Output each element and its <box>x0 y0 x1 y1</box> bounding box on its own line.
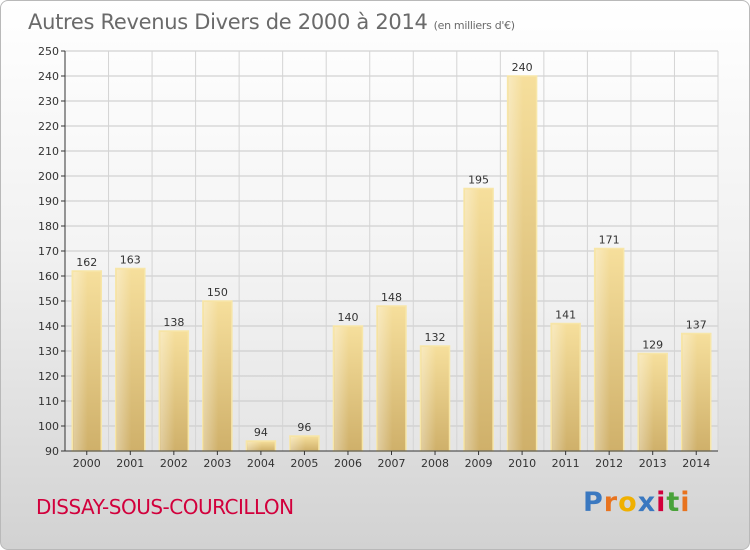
logo-letter: P <box>583 487 604 518</box>
y-tick-label: 180 <box>38 220 59 233</box>
data-label: 171 <box>599 234 620 247</box>
x-tick-label: 2009 <box>465 457 493 470</box>
y-tick-label: 220 <box>38 120 59 133</box>
x-tick-label: 2010 <box>508 457 536 470</box>
x-tick-label: 2000 <box>73 457 101 470</box>
bar-highlight <box>465 189 480 451</box>
x-tick-label: 2006 <box>334 457 362 470</box>
bar-highlight <box>160 332 175 451</box>
y-tick-label: 250 <box>38 45 59 58</box>
y-tick-label: 160 <box>38 270 59 283</box>
data-label: 140 <box>337 311 358 324</box>
bars <box>71 75 712 452</box>
y-tick-label: 200 <box>38 170 59 183</box>
x-tick-label: 2004 <box>247 457 275 470</box>
chart-title-text: Autres Revenus Divers de 2000 à 2014 <box>28 10 428 34</box>
bar-highlight <box>378 307 393 451</box>
bar-highlight <box>334 327 349 451</box>
x-tick-label: 2005 <box>290 457 318 470</box>
y-tick-label: 170 <box>38 245 59 258</box>
x-tick-label: 2002 <box>160 457 188 470</box>
logo-letter: o <box>618 487 638 518</box>
x-tick-label: 2007 <box>378 457 406 470</box>
x-tick-label: 2008 <box>421 457 449 470</box>
logo-letter: t <box>666 487 681 518</box>
data-label: 96 <box>297 421 311 434</box>
y-tick-label: 150 <box>38 295 59 308</box>
bar-highlight <box>203 302 219 451</box>
y-tick-label: 210 <box>38 145 59 158</box>
y-tick-label: 130 <box>38 345 59 358</box>
bar-highlight <box>116 269 132 451</box>
logo-letter: r <box>603 487 619 518</box>
x-tick-label: 2014 <box>682 457 710 470</box>
proxiti-logo: Proxiti <box>583 487 691 518</box>
x-tick-label: 2012 <box>595 457 623 470</box>
y-tick-label: 240 <box>38 70 59 83</box>
logo-letter: i <box>656 487 667 518</box>
bar-highlight <box>247 442 262 451</box>
x-tick-label: 2003 <box>203 457 231 470</box>
bar-highlight <box>552 324 567 451</box>
bar-highlight <box>682 334 698 451</box>
data-label: 132 <box>425 331 446 344</box>
x-tick-label: 2011 <box>552 457 580 470</box>
data-label: 137 <box>686 319 707 332</box>
y-tick-label: 100 <box>38 420 59 433</box>
data-label: 148 <box>381 291 402 304</box>
bar-highlight <box>595 249 611 451</box>
data-label: 195 <box>468 174 489 187</box>
y-tick-label: 230 <box>38 95 59 108</box>
y-tick-label: 110 <box>38 395 59 408</box>
bar-highlight <box>73 272 88 451</box>
axes <box>61 50 718 455</box>
bar-highlight <box>421 347 437 451</box>
tick-labels: 90 100 110 120 130 140 150 160 170 180 190 200 210 22… <box>38 45 710 470</box>
y-tick-label: 120 <box>38 370 59 383</box>
data-label: 138 <box>163 316 184 329</box>
bar-highlight <box>508 77 524 451</box>
data-label: 141 <box>555 309 576 322</box>
data-label: 240 <box>512 61 533 74</box>
logo-letter: i <box>680 487 691 518</box>
chart-unit: (en milliers d'€) <box>433 19 515 32</box>
bar-highlight <box>290 437 306 451</box>
data-label: 163 <box>120 254 141 267</box>
logo-letter: x <box>637 487 657 518</box>
data-label: 162 <box>76 256 97 269</box>
y-tick-label: 90 <box>45 445 59 458</box>
data-label: 150 <box>207 286 228 299</box>
bar-highlight <box>639 354 654 451</box>
y-tick-label: 140 <box>38 320 59 333</box>
chart-title: Autres Revenus Divers de 2000 à 2014 (en … <box>28 10 515 34</box>
commune-name: DISSAY-SOUS-COURCILLON <box>36 495 294 519</box>
x-tick-label: 2013 <box>639 457 667 470</box>
data-label: 129 <box>642 339 663 352</box>
y-tick-label: 190 <box>38 195 59 208</box>
x-tick-label: 2001 <box>116 457 144 470</box>
data-label: 94 <box>254 426 268 439</box>
